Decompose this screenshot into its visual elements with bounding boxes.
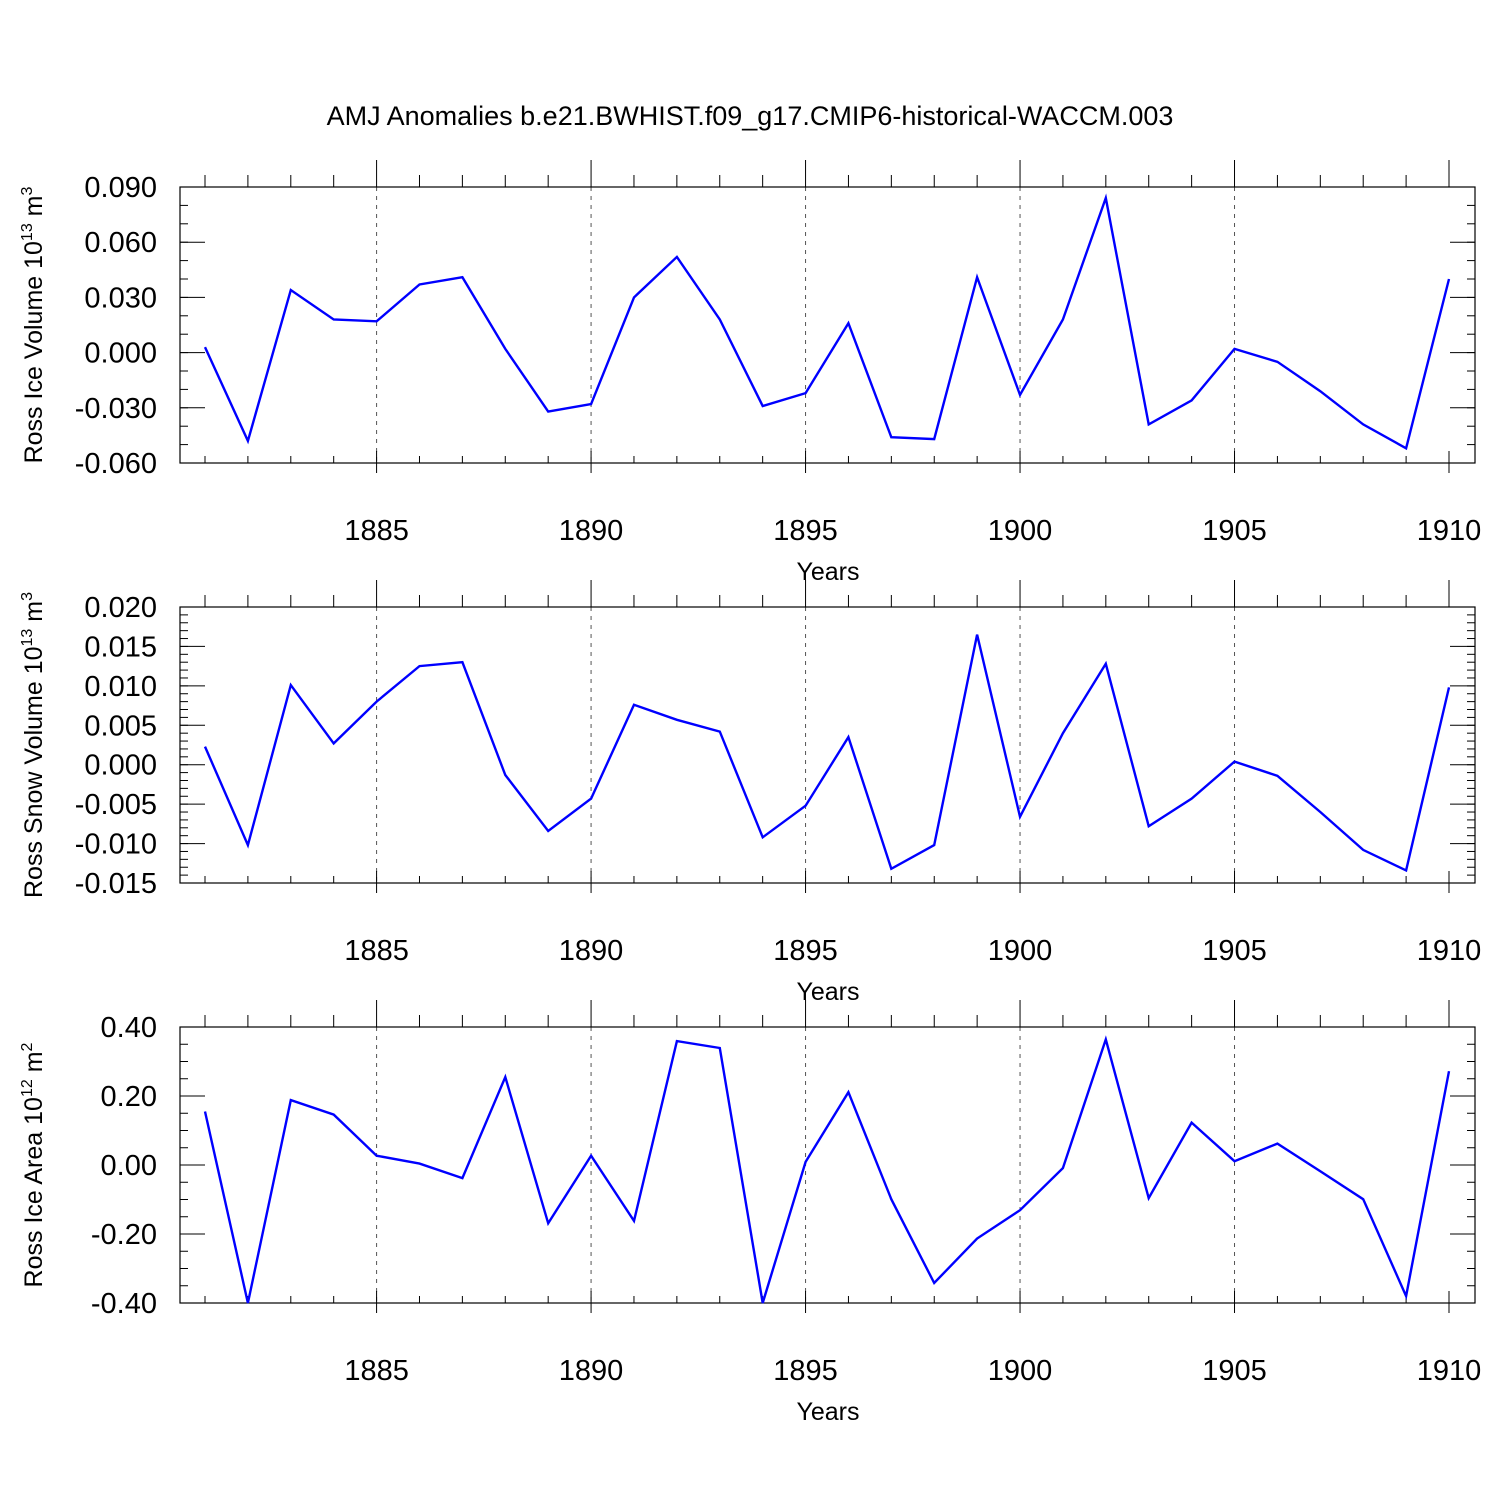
x-axis-label: Years [796,978,859,1006]
x-tick-label: 1900 [988,935,1053,967]
y-tick-label: 0.030 [84,282,157,314]
x-tick-label: 1905 [1202,1355,1267,1387]
y-tick-label: -0.010 [75,829,157,861]
x-tick-label: 1910 [1417,515,1482,547]
x-tick-label: 1910 [1417,1355,1482,1387]
panel-ross-snow-volume: -0.015 -0.010 -0.005 0.000 0.005 0.010 0.015 0.… [19,580,1481,1006]
x-tick-label: 1885 [344,935,409,967]
y-tick-label: -0.015 [75,868,157,900]
data-series-line [203,1035,1451,1304]
y-tick-label: 0.090 [84,172,157,204]
x-tick-label: 1885 [344,1355,409,1387]
y-tick-label: 0.40 [101,1012,157,1044]
y-tick-label: 0.000 [84,750,157,782]
panel-ross-ice-volume: -0.060 -0.030 0.000 0.030 0.060 0.090 1885 1890… [19,160,1481,586]
y-tick-label: 0.015 [84,631,157,663]
x-tick-label: 1905 [1202,515,1267,547]
x-tick-label: 1900 [988,1355,1053,1387]
plot-frame [179,1026,1476,1304]
panel-ross-ice-area: -0.40 -0.20 0.00 0.20 0.40 1885 1890 1895 1900 19… [19,1000,1481,1426]
y-tick-label: 0.010 [84,671,157,703]
y-tick-label: -0.005 [75,789,157,821]
y-tick-label: 0.005 [84,710,157,742]
plot-frame [179,606,1476,884]
y-tick-label: 0.00 [101,1150,157,1182]
y-axis-label: Ross Ice Area 1012 m2 [19,1042,48,1287]
y-tick-label: 0.000 [84,338,157,370]
y-tick-label: 0.020 [84,592,157,624]
y-tick-label: -0.20 [91,1219,157,1251]
x-tick-label: 1895 [773,515,838,547]
x-tick-label: 1895 [773,935,838,967]
y-axis-label: Ross Ice Volume 1013 m3 [19,186,48,463]
x-tick-label: 1910 [1417,935,1482,967]
plot-frame [179,186,1476,464]
x-tick-label: 1890 [559,935,624,967]
y-tick-label: -0.030 [75,393,157,425]
x-tick-label: 1895 [773,1355,838,1387]
y-tick-label: -0.40 [91,1288,157,1320]
y-tick-label: 0.060 [84,227,157,259]
x-axis-label: Years [796,1398,859,1426]
x-tick-label: 1890 [559,515,624,547]
data-series-line [203,634,1451,873]
y-tick-label: -0.060 [75,448,157,480]
x-tick-label: 1890 [559,1355,624,1387]
y-tick-label: 0.20 [101,1081,157,1113]
x-tick-label: 1885 [344,515,409,547]
x-tick-label: 1905 [1202,935,1267,967]
x-tick-label: 1900 [988,515,1053,547]
data-series-line [203,193,1451,451]
y-axis-label: Ross Snow Volume 1013 m3 [19,592,48,898]
x-axis-label: Years [796,558,859,586]
figure-title: AMJ Anomalies b.e21.BWHIST.f09_g17.CMIP6… [327,101,1174,131]
